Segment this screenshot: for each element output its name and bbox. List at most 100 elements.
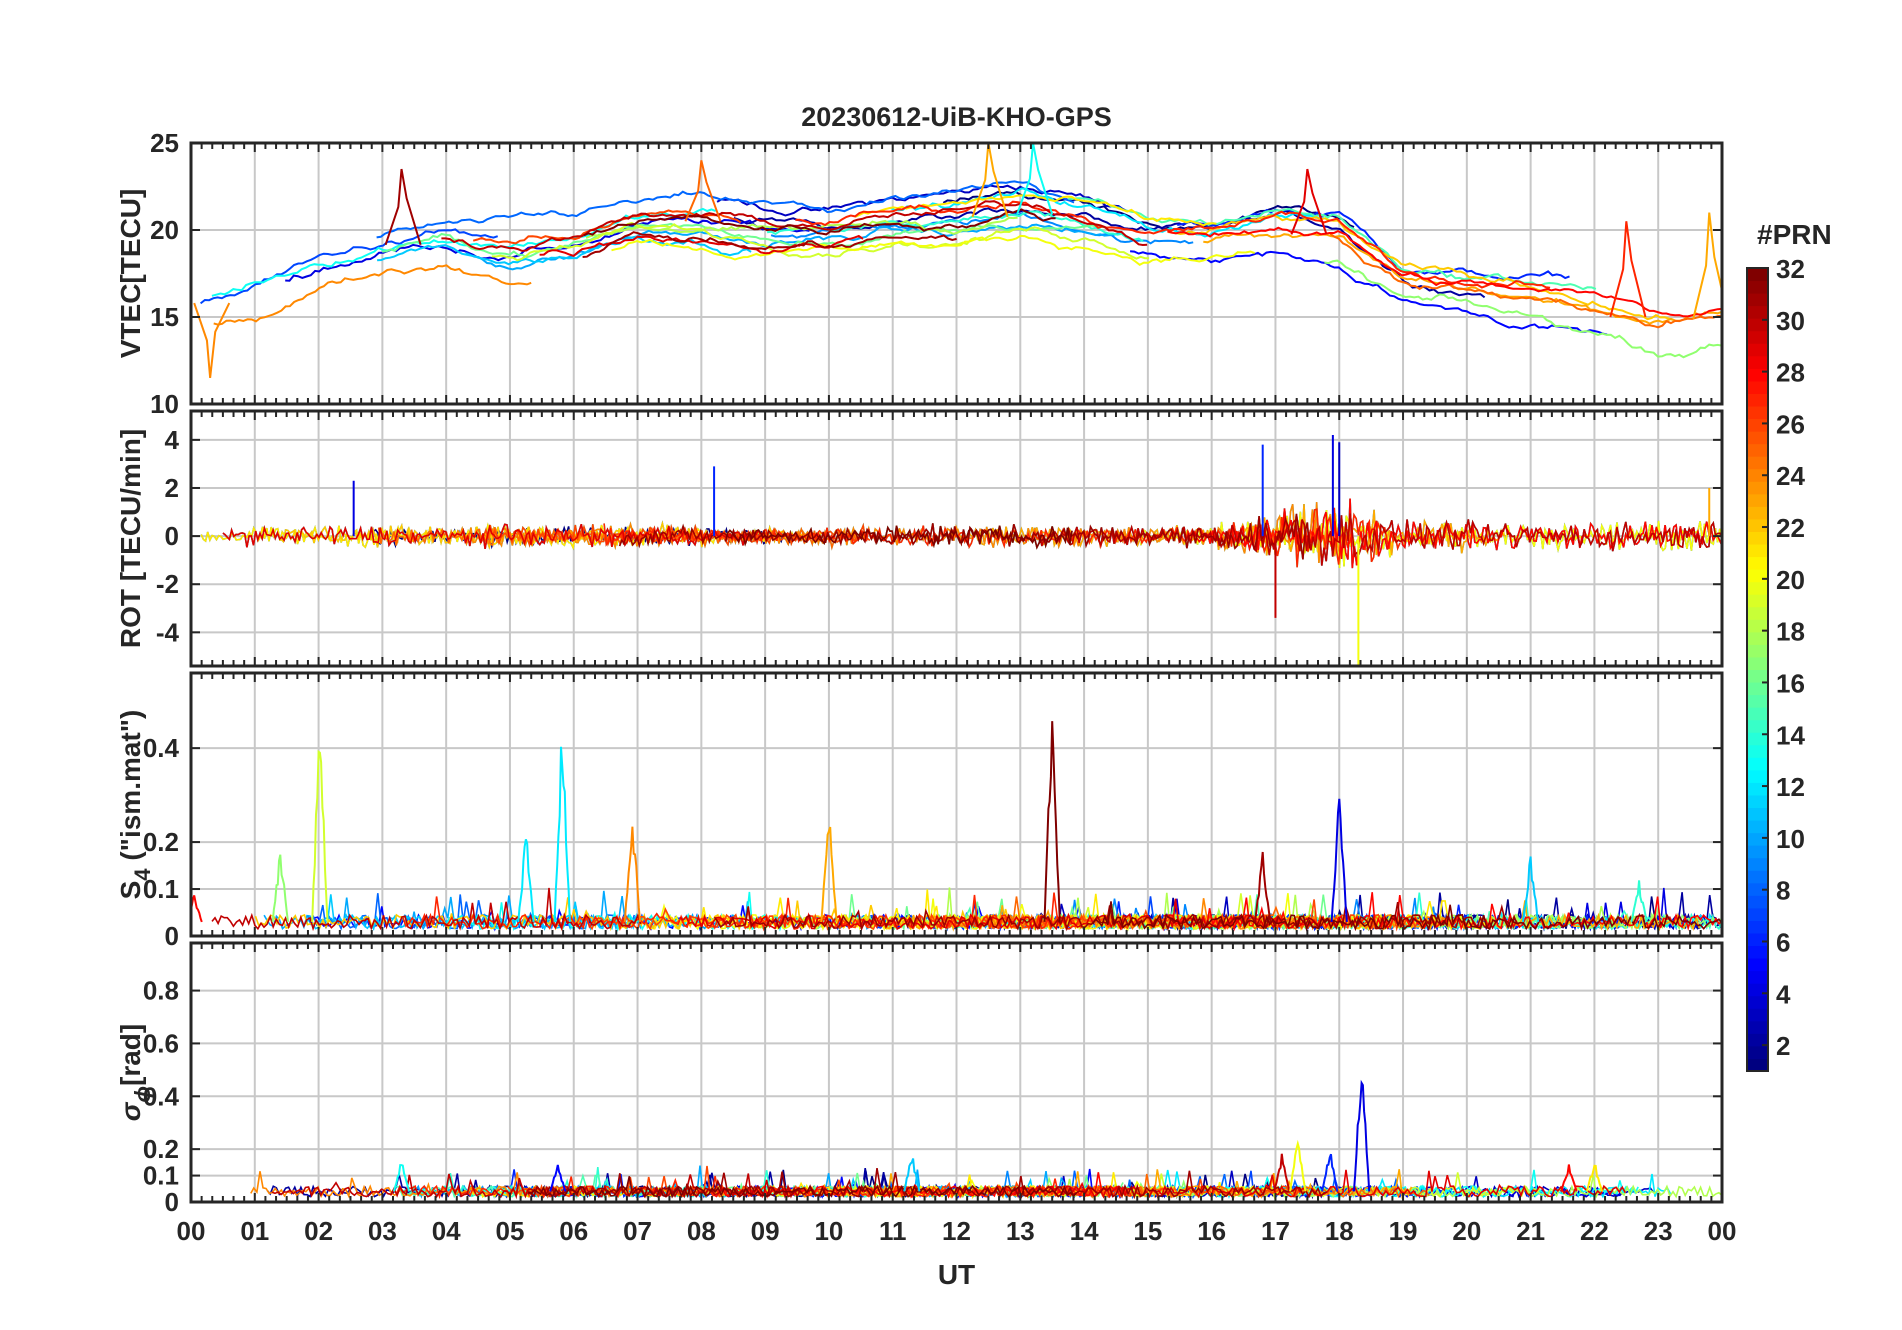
colorbar-segment — [1747, 744, 1768, 758]
colorbar-segment — [1747, 631, 1768, 645]
rot-series-line — [222, 523, 763, 550]
gridlines — [191, 143, 1722, 404]
y-tick-label: 10 — [150, 389, 179, 419]
s4-spike-line — [623, 826, 642, 922]
vtec-series-line — [1167, 214, 1674, 321]
sigma_phi-spike-line — [392, 1164, 411, 1192]
x-minor-ticks — [190, 411, 1723, 666]
y-tick-labels: -4 -2 0 2 4 — [156, 425, 1722, 647]
panel-sigma_phi: 00.10.2 0.4 0.6 0.8 σϕ[rad] — [115, 941, 1724, 1217]
colorbar-segment — [1747, 1033, 1768, 1047]
s4-spike-line — [820, 826, 838, 922]
sigma_phi-spike-line — [1289, 1139, 1307, 1192]
s4-spike-line — [517, 839, 535, 922]
x-tick-label: 22 — [1580, 1216, 1609, 1246]
x-tick-label: 11 — [879, 1216, 907, 1246]
x-tick-label: 01 — [240, 1216, 269, 1246]
colorbar-segment — [1747, 995, 1768, 1009]
x-axis-label: UT — [938, 1259, 975, 1290]
vtec-series-line — [733, 207, 1486, 299]
colorbar-segment — [1747, 305, 1768, 319]
y-axis-label-suffix: ("ism.mat") — [115, 710, 146, 869]
colorbar-segment — [1747, 958, 1768, 972]
colorbar-segment — [1747, 794, 1768, 809]
sigma_phi-spike-line — [549, 1164, 567, 1192]
colorbar-segment — [1747, 368, 1768, 382]
colorbar-tick-label: 26 — [1776, 409, 1805, 439]
colorbar-segment — [1747, 493, 1768, 507]
colorbar-segment — [1747, 920, 1768, 934]
colorbar-segment — [1747, 318, 1768, 332]
colorbar-tick-label: 16 — [1776, 668, 1805, 698]
y-tick-label: 15 — [150, 302, 179, 332]
vtec-series-line — [583, 208, 1056, 237]
colorbar-segment — [1747, 581, 1768, 595]
sigma_phi-spike-line — [1352, 1079, 1371, 1192]
vtec-series-line — [582, 231, 957, 258]
vtec-peak-line — [193, 302, 231, 379]
gridlines — [191, 943, 1722, 1202]
x-tick-label: 08 — [687, 1216, 716, 1246]
y-tick-label: 0.1 — [143, 1161, 179, 1191]
y-axis-label: S4 ("ism.mat") — [115, 710, 155, 900]
vtec-peak-line — [1290, 168, 1328, 235]
colorbar-segment — [1747, 694, 1768, 708]
colorbar-segment — [1747, 380, 1768, 394]
x-tick-label: 03 — [368, 1216, 397, 1246]
vtec-peak-line — [1692, 212, 1722, 319]
y-tick-label: -2 — [156, 569, 179, 599]
colorbar-segment — [1747, 506, 1768, 520]
x-minor-ticks — [190, 673, 1723, 936]
sigma_phi-spike-line — [903, 1158, 921, 1192]
s4-spike-line — [553, 746, 571, 922]
x-minor-ticks — [190, 943, 1723, 1202]
s4-series-line — [211, 887, 642, 932]
s4-spike-line — [191, 895, 203, 923]
y-axis-label-subscript: 4 — [130, 868, 155, 881]
x-tick-label: 17 — [1261, 1216, 1290, 1246]
x-axis: 00 01 02 03 04 05 06 07 08 09 10 11 12 13 14 15 16 17 18 19… — [177, 1216, 1737, 1290]
vtec-series-line — [716, 184, 1128, 217]
vtec-series-line — [942, 190, 1355, 231]
s4-spike-line — [271, 854, 289, 923]
panel-s4: 00.10.20.4S4 ("ism.mat") — [115, 671, 1724, 951]
sigma_phi-spike-line — [1273, 1153, 1291, 1192]
colorbar-segment — [1747, 669, 1768, 683]
x-tick-label: 20 — [1452, 1216, 1481, 1246]
y-tick-label: 2 — [165, 473, 179, 503]
s4-series-line — [1163, 892, 1722, 932]
y-axis-label-main: σ — [115, 1101, 146, 1121]
s4-spike-line — [1630, 880, 1648, 923]
y-axis-label: ROT [TECU/min] — [115, 429, 146, 648]
colorbar-segment — [1747, 418, 1768, 432]
colorbar-segment — [1747, 606, 1768, 620]
colorbar-segment — [1747, 531, 1768, 545]
colorbar-segment — [1747, 569, 1768, 583]
colorbar-tick-label: 4 — [1776, 979, 1791, 1009]
s4-spike-line — [1330, 798, 1348, 922]
colorbar-segment — [1747, 518, 1768, 532]
sigma_phi-spike-line — [1321, 1153, 1339, 1192]
y-tick-label: 4 — [165, 425, 180, 455]
colorbar-segment — [1747, 594, 1768, 608]
colorbar-segment — [1747, 355, 1768, 369]
y-tick-label: 0.8 — [143, 976, 179, 1006]
colorbar-segment — [1747, 1020, 1768, 1034]
colorbar-segment — [1747, 343, 1768, 357]
colorbar-segment — [1747, 782, 1768, 796]
colorbar-segment — [1747, 280, 1768, 294]
x-tick-label: 04 — [432, 1216, 461, 1246]
colorbar-segment — [1747, 857, 1768, 871]
colorbar-segment — [1747, 895, 1768, 909]
colorbar-segment — [1747, 556, 1768, 570]
colorbar-segment — [1747, 707, 1768, 721]
colorbar-segment — [1747, 330, 1768, 344]
colorbar-segment — [1747, 870, 1768, 884]
x-tick-label: 05 — [495, 1216, 524, 1246]
colorbar-segment — [1747, 932, 1768, 947]
x-tick-label: 00 — [177, 1216, 206, 1246]
y-tick-label: 0.2 — [143, 1134, 179, 1164]
colorbar-segment — [1747, 845, 1768, 859]
colorbar-tick-label: 8 — [1776, 876, 1790, 906]
